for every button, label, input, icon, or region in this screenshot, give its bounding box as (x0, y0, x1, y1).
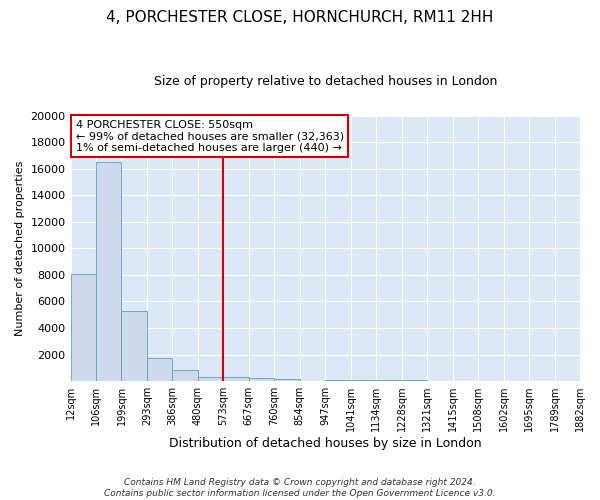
Bar (71, 274, 96, 381)
Y-axis label: Number of detached properties: Number of detached properties (15, 160, 25, 336)
Bar (249, 378, 274, 381)
X-axis label: Distribution of detached houses by size in London: Distribution of detached houses by size … (169, 437, 482, 450)
Bar (121, 310, 147, 381)
Bar (223, 378, 249, 381)
Bar (96, 162, 121, 381)
Text: 4, PORCHESTER CLOSE, HORNCHURCH, RM11 2HH: 4, PORCHESTER CLOSE, HORNCHURCH, RM11 2H… (106, 10, 494, 25)
Bar (351, 380, 376, 381)
Bar (147, 358, 172, 381)
Bar (198, 377, 223, 381)
Text: Contains HM Land Registry data © Crown copyright and database right 2024.
Contai: Contains HM Land Registry data © Crown c… (104, 478, 496, 498)
Bar (376, 380, 401, 381)
Bar (274, 379, 300, 381)
Bar (172, 370, 198, 381)
Text: 4 PORCHESTER CLOSE: 550sqm
← 99% of detached houses are smaller (32,363)
1% of s: 4 PORCHESTER CLOSE: 550sqm ← 99% of deta… (76, 120, 344, 152)
Bar (325, 380, 351, 381)
Title: Size of property relative to detached houses in London: Size of property relative to detached ho… (154, 75, 497, 88)
Bar (401, 380, 427, 381)
